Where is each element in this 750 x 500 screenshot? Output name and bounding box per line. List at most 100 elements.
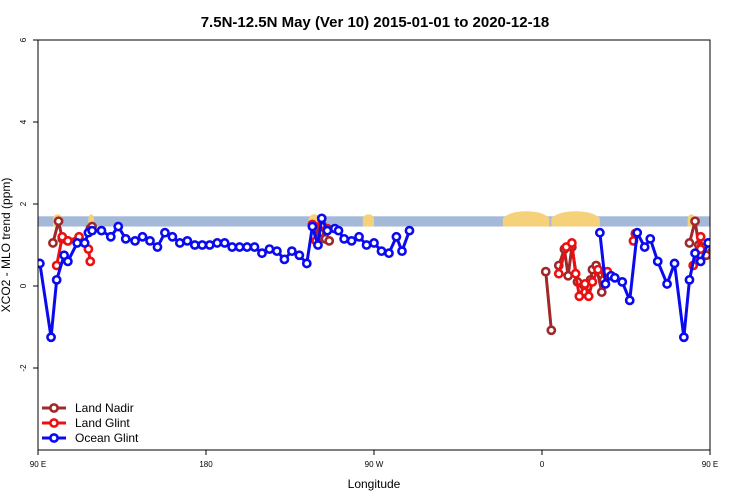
x-tick-label: 90 E	[30, 460, 46, 469]
land-band-segment	[551, 211, 600, 227]
x-axis-label: Longitude	[348, 477, 401, 491]
legend-marker	[49, 403, 59, 413]
land-band-segment	[502, 211, 550, 227]
data-point-ocean-glint	[167, 231, 178, 242]
data-point-ocean-glint	[212, 238, 223, 248]
y-axis-ticks: -2 0 2 4 6	[19, 37, 38, 372]
data-point-land-glint	[574, 291, 585, 302]
series-layer	[38, 213, 710, 343]
y-tick-label: -2	[19, 364, 28, 372]
x-tick-label: 0	[540, 460, 545, 469]
data-point-ocean-glint	[617, 276, 628, 287]
data-point-ocean-glint	[690, 248, 700, 259]
legend-item-land-glint: Land Glint	[42, 416, 130, 430]
data-point-land-glint	[570, 268, 581, 279]
data-point-ocean-glint	[145, 235, 155, 246]
data-point-ocean-glint	[249, 242, 260, 252]
data-point-ocean-glint	[279, 254, 290, 265]
data-point-land-nadir	[48, 238, 58, 248]
data-point-ocean-glint	[391, 231, 402, 242]
data-point-ocean-glint	[197, 240, 208, 250]
data-point-ocean-glint	[346, 235, 357, 246]
data-point-land-glint	[580, 279, 590, 289]
data-point-ocean-glint	[669, 258, 680, 269]
land-band-segment	[362, 214, 374, 227]
data-point-ocean-glint	[189, 240, 200, 250]
data-point-ocean-glint	[137, 231, 148, 242]
data-point-ocean-glint	[639, 242, 650, 252]
data-point-ocean-glint	[96, 225, 107, 236]
data-point-ocean-glint	[152, 242, 163, 252]
data-point-ocean-glint	[333, 225, 344, 236]
chart-title: 7.5N-12.5N May (Ver 10) 2015-01-01 to 20…	[201, 14, 550, 31]
y-tick-label: 6	[19, 37, 28, 42]
legend-label: Ocean Glint	[75, 431, 139, 445]
data-point-ocean-glint	[376, 246, 387, 257]
data-point-ocean-glint	[369, 238, 379, 248]
data-point-land-nadir	[324, 235, 335, 246]
data-point-ocean-glint	[51, 274, 62, 285]
data-point-land-nadir	[596, 287, 607, 298]
data-point-ocean-glint	[72, 238, 83, 248]
data-point-ocean-glint	[113, 221, 124, 232]
data-point-ocean-glint	[307, 221, 318, 232]
data-point-land-glint	[583, 291, 594, 302]
data-point-ocean-glint	[339, 233, 350, 244]
data-point-ocean-glint	[594, 227, 605, 238]
data-point-ocean-glint	[120, 233, 131, 244]
data-point-ocean-glint	[227, 242, 238, 252]
data-point-ocean-glint	[632, 227, 643, 238]
y-tick-label: 2	[19, 201, 28, 206]
data-point-land-nadir	[546, 325, 557, 336]
data-point-ocean-glint	[384, 248, 394, 259]
data-point-ocean-glint	[182, 235, 193, 246]
data-point-ocean-glint	[645, 233, 656, 244]
data-point-land-nadir	[540, 266, 551, 277]
data-point-land-glint	[593, 264, 603, 275]
data-point-ocean-glint	[609, 272, 620, 283]
data-point-land-nadir	[53, 216, 64, 227]
data-point-ocean-glint	[316, 213, 327, 224]
data-point-ocean-glint	[160, 227, 170, 238]
data-point-ocean-glint	[301, 258, 312, 269]
data-point-land-glint	[587, 276, 598, 287]
plot-area	[38, 211, 710, 343]
x-axis-ticks: 90 E 180 90 W 0 90 E	[30, 450, 718, 469]
legend-item-ocean-glint: Ocean Glint	[42, 431, 139, 445]
data-point-land-glint	[566, 238, 577, 248]
y-tick-label: 4	[19, 119, 28, 124]
data-point-ocean-glint	[204, 240, 215, 250]
x-tick-label: 90 W	[365, 460, 384, 469]
data-point-ocean-glint	[174, 238, 185, 248]
data-point-land-nadir	[690, 216, 700, 227]
data-point-ocean-glint	[219, 238, 230, 248]
data-point-ocean-glint	[130, 235, 140, 246]
data-point-ocean-glint	[313, 240, 323, 250]
data-point-land-glint	[695, 231, 706, 242]
data-point-ocean-glint	[397, 246, 407, 257]
legend-marker	[49, 418, 59, 428]
legend-label: Land Glint	[75, 416, 130, 430]
y-axis-label: XCO2 - MLO trend (ppm)	[0, 178, 13, 313]
data-point-ocean-glint	[257, 248, 267, 259]
data-point-ocean-glint	[678, 332, 689, 343]
data-point-ocean-glint	[79, 238, 90, 248]
data-point-ocean-glint	[703, 238, 710, 248]
data-point-ocean-glint	[600, 279, 611, 289]
data-point-ocean-glint	[404, 225, 415, 236]
data-point-ocean-glint	[105, 231, 116, 242]
data-point-ocean-glint	[286, 246, 297, 257]
y-tick-label: 0	[19, 283, 28, 288]
data-point-ocean-glint	[354, 231, 364, 242]
data-point-ocean-glint	[264, 244, 275, 254]
data-point-ocean-glint	[62, 256, 73, 267]
data-point-land-nadir	[684, 238, 695, 248]
data-point-ocean-glint	[652, 256, 663, 267]
data-point-ocean-glint	[272, 246, 282, 257]
data-point-ocean-glint	[361, 240, 372, 250]
data-point-land-nadir	[563, 270, 574, 281]
data-point-ocean-glint	[695, 256, 706, 267]
